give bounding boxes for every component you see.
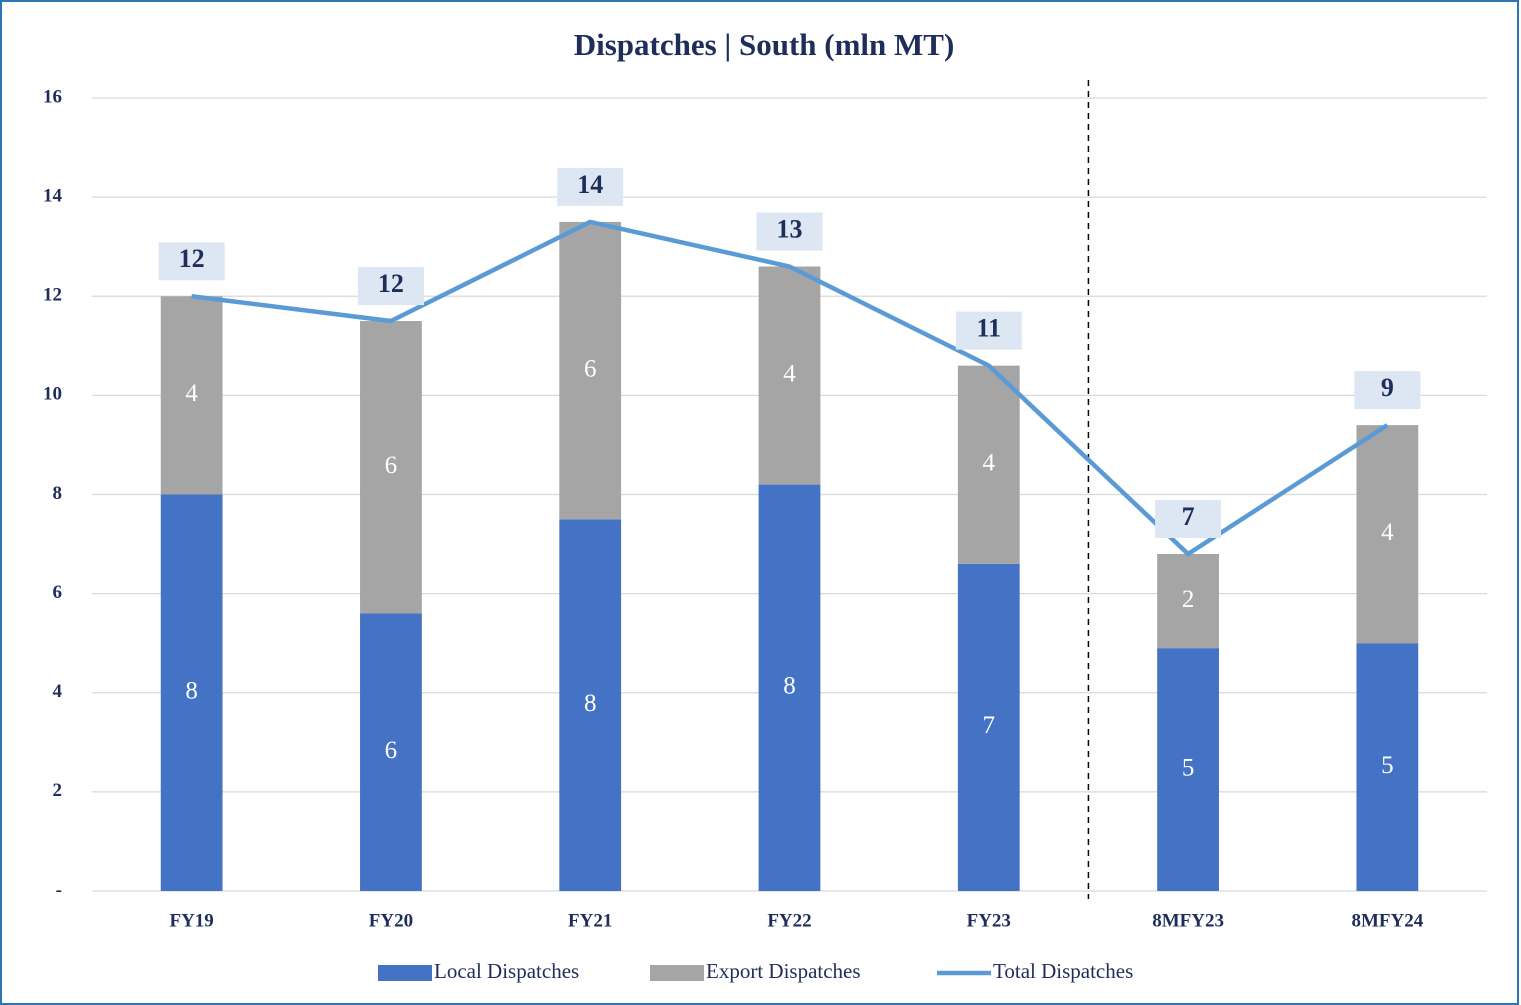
chart-title: Dispatches | South (mln MT) (574, 27, 955, 62)
bar-label: 4 (783, 360, 796, 387)
y-tick-label: 4 (53, 681, 63, 702)
bar-segment (957, 563, 1020, 891)
x-tick-label: 8MFY24 (1351, 910, 1423, 931)
total-label-box (1354, 371, 1421, 410)
bar-label: 2 (1182, 586, 1195, 613)
y-tick-label: - (56, 879, 62, 900)
bar-segment (1157, 553, 1219, 649)
bar-segment (559, 221, 622, 520)
y-tick-label: 2 (53, 780, 63, 801)
total-label-box (158, 242, 225, 281)
legend-swatch (650, 965, 704, 981)
bar-label: 6 (584, 355, 597, 382)
legend-label: Export Dispatches (706, 959, 861, 983)
total-line (191, 219, 1389, 557)
bar-segment (1157, 648, 1219, 891)
total-label: 12 (179, 244, 205, 273)
bar-label: 4 (983, 449, 996, 476)
total-label: 9 (1381, 373, 1394, 402)
y-tick-label: 6 (53, 582, 63, 603)
bar-segment (758, 266, 821, 485)
total-label-box (1155, 499, 1222, 538)
total-label: 13 (777, 214, 803, 243)
y-tick-label: 12 (43, 285, 62, 306)
bar-label: 8 (584, 690, 597, 717)
bar-segment (559, 519, 622, 891)
bar-label: 6 (385, 452, 398, 479)
x-tick-label: FY19 (169, 910, 213, 931)
total-label: 11 (976, 314, 1001, 343)
total-label-box (756, 212, 823, 251)
y-tick-label: 16 (43, 86, 62, 107)
total-label-box (557, 167, 624, 206)
bar-segment (360, 613, 422, 891)
x-tick-label: 8MFY23 (1152, 910, 1224, 931)
bar-segment (1356, 643, 1419, 891)
bar-segment (160, 494, 223, 891)
bar-label: 5 (1182, 754, 1195, 781)
y-tick-label: 14 (43, 185, 63, 206)
y-tick-label: 10 (43, 384, 62, 405)
x-tick-label: FY20 (369, 910, 413, 931)
bar-segment (360, 321, 422, 614)
x-tick-label: FY21 (568, 910, 612, 931)
bar-label: 4 (185, 380, 198, 407)
total-label-box (955, 311, 1022, 350)
total-label-box (357, 267, 424, 306)
bar-segment (957, 365, 1020, 564)
y-tick-label: 8 (53, 483, 63, 504)
bar-label: 7 (983, 712, 996, 739)
bar-segment (758, 484, 821, 891)
total-label: 7 (1182, 502, 1195, 531)
bar-label: 4 (1381, 519, 1394, 546)
bar-label: 6 (385, 737, 398, 764)
legend-label: Total Dispatches (993, 959, 1133, 983)
bar-label: 5 (1381, 752, 1394, 779)
legend-label: Local Dispatches (434, 959, 579, 983)
bar-segment (160, 296, 223, 495)
x-tick-label: FY23 (967, 910, 1011, 931)
bar-segment (1356, 425, 1419, 644)
bar-label: 8 (185, 677, 198, 704)
total-label: 12 (378, 269, 404, 298)
legend-swatch (378, 965, 432, 981)
x-tick-label: FY22 (767, 910, 811, 931)
bar-label: 8 (783, 673, 796, 700)
total-label: 14 (577, 170, 603, 199)
